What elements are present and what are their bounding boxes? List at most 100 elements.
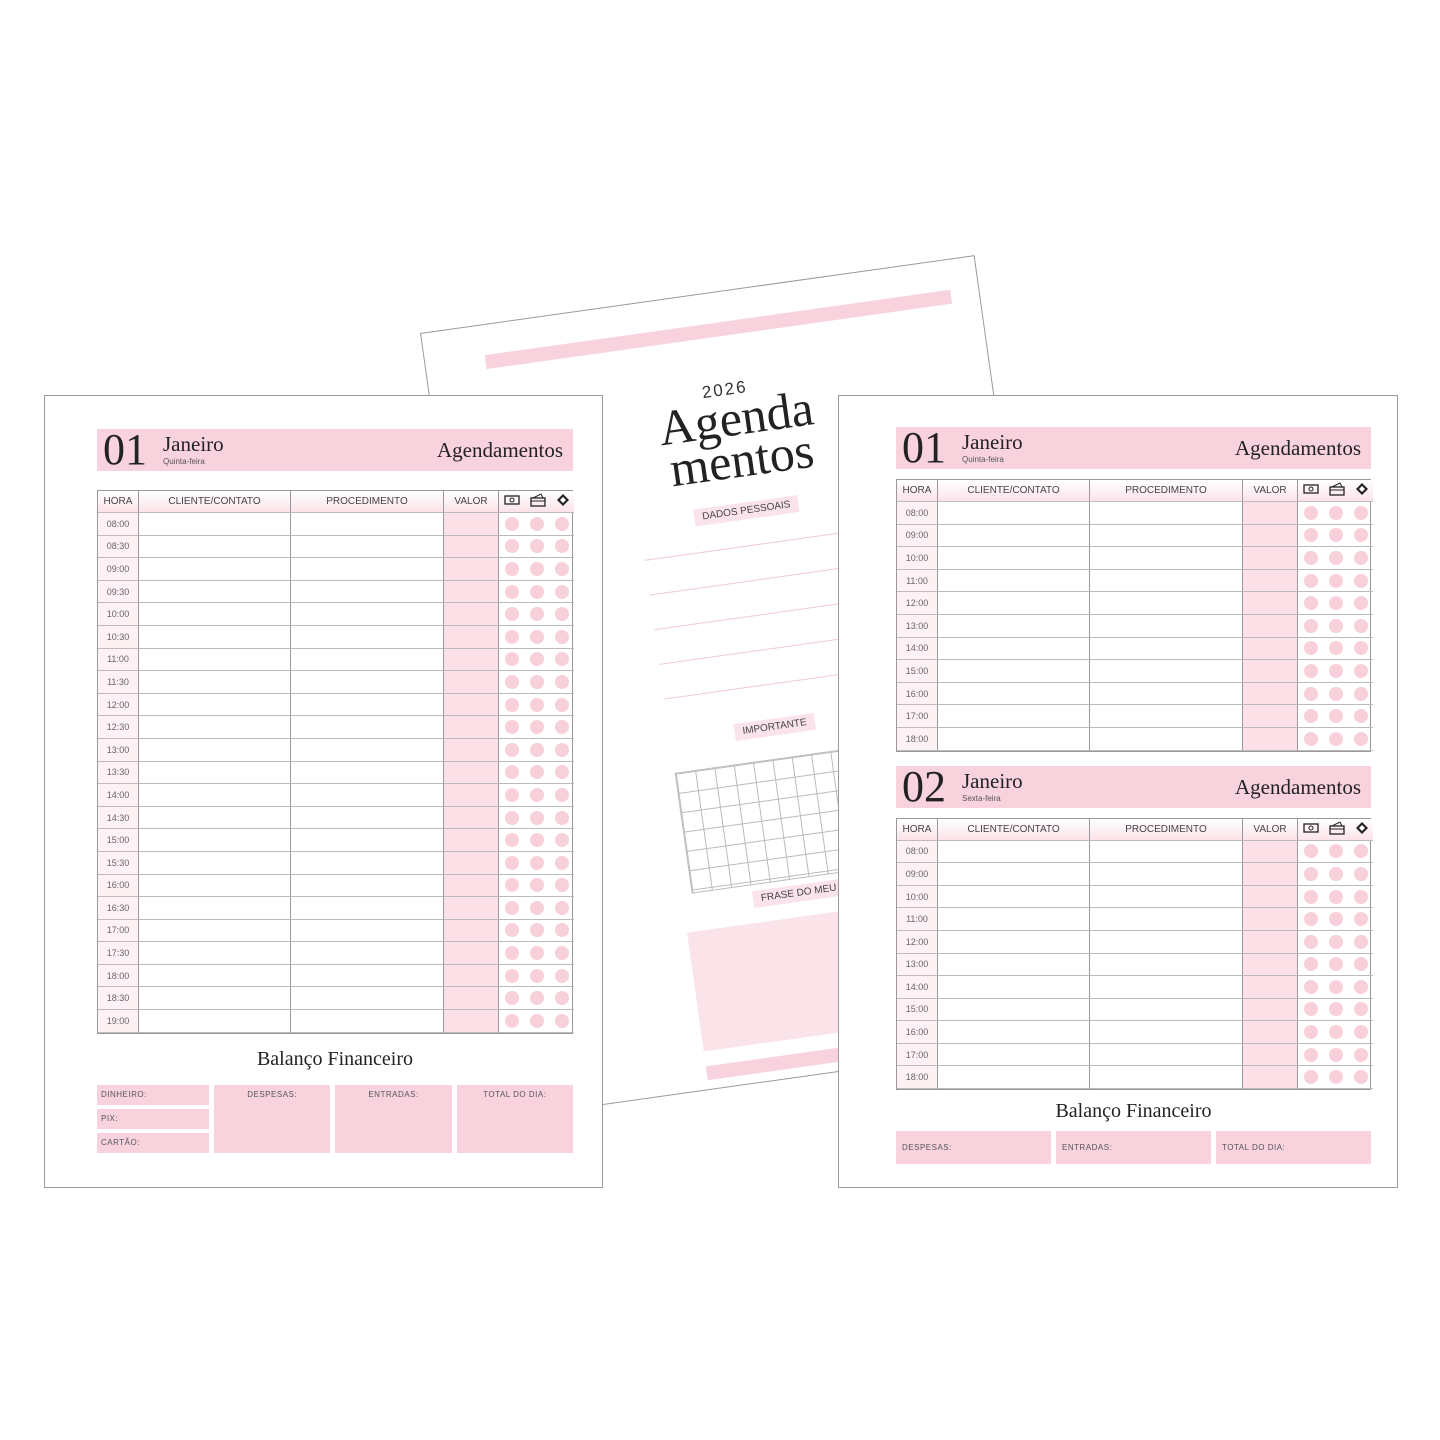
payment-checkbox-cash[interactable] [504, 539, 519, 554]
procedure-cell[interactable] [291, 693, 444, 717]
procedure-cell[interactable] [1090, 569, 1243, 593]
payment-checkbox-card[interactable] [529, 697, 544, 712]
payment-checkbox-card[interactable] [1328, 641, 1343, 656]
procedure-cell[interactable] [1090, 908, 1243, 931]
payment-checkbox-cash[interactable] [504, 516, 519, 531]
value-cell[interactable] [444, 625, 499, 649]
payment-checkbox-pix[interactable] [554, 720, 569, 735]
payment-checkbox-cash[interactable] [504, 855, 519, 870]
value-cell[interactable] [444, 671, 499, 694]
procedure-cell[interactable] [1090, 637, 1243, 661]
client-cell[interactable] [938, 592, 1090, 615]
payment-checkbox-pix[interactable] [1353, 550, 1368, 565]
payment-checkbox-cash[interactable] [1303, 618, 1318, 633]
value-cell[interactable] [444, 897, 499, 920]
procedure-cell[interactable] [1090, 592, 1243, 615]
payment-checkbox-pix[interactable] [554, 539, 569, 554]
payment-checkbox-card[interactable] [1328, 596, 1343, 611]
payment-checkbox-cash[interactable] [1303, 528, 1318, 543]
payment-checkbox-pix[interactable] [554, 878, 569, 893]
client-cell[interactable] [139, 580, 291, 604]
payment-checkbox-card[interactable] [529, 968, 544, 983]
client-cell[interactable] [139, 513, 291, 536]
value-cell[interactable] [1243, 614, 1298, 638]
client-cell[interactable] [938, 863, 1090, 886]
payment-checkbox-pix[interactable] [1353, 528, 1368, 543]
client-cell[interactable] [139, 535, 291, 559]
procedure-cell[interactable] [1090, 976, 1243, 999]
payment-checkbox-pix[interactable] [554, 674, 569, 689]
payment-checkbox-card[interactable] [529, 946, 544, 961]
value-cell[interactable] [1243, 1043, 1298, 1067]
client-cell[interactable] [139, 738, 291, 762]
client-cell[interactable] [938, 547, 1090, 570]
value-cell[interactable] [1243, 953, 1298, 977]
procedure-cell[interactable] [291, 1010, 444, 1033]
procedure-cell[interactable] [291, 716, 444, 739]
value-cell[interactable] [1243, 682, 1298, 706]
procedure-cell[interactable] [291, 851, 444, 875]
payment-checkbox-pix[interactable] [554, 561, 569, 576]
payment-checkbox-pix[interactable] [1353, 844, 1368, 859]
value-cell[interactable] [444, 603, 499, 626]
payment-checkbox-cash[interactable] [504, 1013, 519, 1028]
client-cell[interactable] [938, 953, 1090, 977]
value-cell[interactable] [444, 558, 499, 581]
client-cell[interactable] [139, 829, 291, 852]
procedure-cell[interactable] [291, 513, 444, 536]
client-cell[interactable] [139, 671, 291, 694]
payment-checkbox-card[interactable] [1328, 957, 1343, 972]
payment-checkbox-card[interactable] [1328, 505, 1343, 520]
client-cell[interactable] [139, 761, 291, 785]
payment-checkbox-cash[interactable] [504, 765, 519, 780]
payment-checkbox-cash[interactable] [1303, 912, 1318, 927]
payment-checkbox-cash[interactable] [1303, 979, 1318, 994]
client-cell[interactable] [139, 558, 291, 581]
value-cell[interactable] [444, 919, 499, 943]
procedure-cell[interactable] [1090, 524, 1243, 548]
client-cell[interactable] [938, 502, 1090, 525]
value-cell[interactable] [444, 716, 499, 739]
client-cell[interactable] [139, 716, 291, 739]
payment-checkbox-pix[interactable] [1353, 596, 1368, 611]
value-cell[interactable] [1243, 637, 1298, 661]
payment-checkbox-cash[interactable] [504, 946, 519, 961]
client-cell[interactable] [938, 637, 1090, 661]
value-cell[interactable] [444, 987, 499, 1011]
payment-checkbox-cash[interactable] [504, 742, 519, 757]
payment-checkbox-cash[interactable] [1303, 641, 1318, 656]
procedure-cell[interactable] [291, 784, 444, 807]
client-cell[interactable] [938, 998, 1090, 1022]
value-cell[interactable] [1243, 908, 1298, 931]
client-cell[interactable] [139, 897, 291, 920]
payment-checkbox-cash[interactable] [1303, 663, 1318, 678]
value-cell[interactable] [444, 648, 499, 672]
payment-total-field[interactable]: PIX: [97, 1108, 209, 1129]
payment-checkbox-card[interactable] [529, 629, 544, 644]
payment-checkbox-cash[interactable] [504, 968, 519, 983]
payment-checkbox-card[interactable] [1328, 866, 1343, 881]
payment-checkbox-card[interactable] [1328, 912, 1343, 927]
payment-checkbox-card[interactable] [1328, 1047, 1343, 1062]
client-cell[interactable] [139, 987, 291, 1011]
payment-checkbox-pix[interactable] [554, 607, 569, 622]
payment-checkbox-pix[interactable] [1353, 957, 1368, 972]
payment-checkbox-pix[interactable] [1353, 1070, 1368, 1085]
value-cell[interactable] [1243, 547, 1298, 570]
payment-checkbox-card[interactable] [529, 991, 544, 1006]
payment-checkbox-pix[interactable] [554, 923, 569, 938]
payment-checkbox-card[interactable] [1328, 889, 1343, 904]
payment-checkbox-pix[interactable] [554, 810, 569, 825]
finance-field[interactable]: TOTAL DO DIA: [1216, 1131, 1371, 1165]
payment-checkbox-pix[interactable] [554, 742, 569, 757]
payment-checkbox-card[interactable] [529, 561, 544, 576]
payment-checkbox-pix[interactable] [554, 1013, 569, 1028]
payment-checkbox-pix[interactable] [1353, 641, 1368, 656]
procedure-cell[interactable] [1090, 1043, 1243, 1067]
payment-checkbox-pix[interactable] [1353, 912, 1368, 927]
payment-checkbox-cash[interactable] [1303, 1070, 1318, 1085]
procedure-cell[interactable] [291, 558, 444, 581]
procedure-cell[interactable] [1090, 953, 1243, 977]
payment-checkbox-cash[interactable] [504, 810, 519, 825]
client-cell[interactable] [938, 976, 1090, 999]
